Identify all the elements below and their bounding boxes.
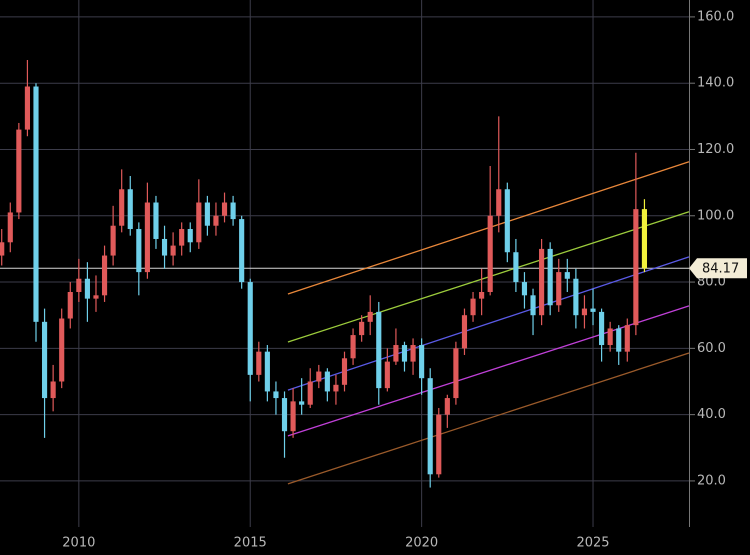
candle-body (0, 242, 5, 256)
x-tick-label: 2025 (576, 536, 609, 551)
candle-body (367, 311, 373, 322)
candle-body (213, 215, 219, 226)
candle-body (153, 202, 159, 239)
candle-body (247, 282, 253, 375)
candle-body (376, 311, 382, 389)
candle-body (67, 292, 73, 319)
candle-body (393, 345, 399, 362)
candle-body (119, 189, 125, 226)
candle-body (307, 381, 313, 405)
candle-body (324, 371, 330, 392)
candle-body (281, 398, 288, 432)
y-tick-label: 140.0 (697, 76, 734, 91)
price-tag-label: 84.17 (702, 262, 739, 277)
candle-body (333, 384, 339, 392)
candle-body (264, 351, 270, 392)
candle-body (350, 335, 356, 359)
candle-body (410, 345, 416, 362)
candle-body (539, 248, 545, 316)
candle-body (384, 361, 390, 389)
channel-line (287, 256, 690, 391)
candle-body (170, 245, 176, 256)
candle-body (530, 295, 536, 316)
candle-body (521, 282, 528, 296)
candle-body (599, 311, 605, 346)
candle-body (427, 378, 433, 475)
candle-body (187, 229, 193, 243)
candle-body (33, 86, 39, 322)
candle-body (496, 189, 502, 216)
candle-body (161, 238, 168, 256)
candle-body (504, 189, 510, 253)
candle-body (401, 345, 408, 362)
candle-body (556, 272, 562, 306)
candle-body (461, 315, 468, 349)
candle-body (221, 202, 228, 216)
candle-body (84, 278, 90, 299)
candle-body (453, 348, 459, 399)
candle-body (590, 308, 596, 312)
candle-body (256, 351, 262, 375)
candle-body (487, 215, 493, 293)
candle-body (7, 212, 13, 243)
candle-body (513, 252, 519, 283)
y-tick-label: 20.0 (697, 473, 726, 488)
price-tag (689, 258, 747, 279)
channel-line (287, 352, 690, 485)
candle-body (41, 321, 48, 399)
candle-body (299, 401, 305, 405)
channel-line (287, 305, 690, 437)
y-tick-label: 100.0 (697, 208, 734, 223)
candle-body (179, 229, 185, 246)
candle-body (436, 414, 442, 475)
candle-body (444, 398, 450, 415)
candle-body (144, 202, 150, 273)
candle-body (196, 202, 202, 243)
candle-body (93, 295, 99, 299)
candle-body (633, 209, 639, 326)
candle-body (101, 255, 108, 296)
candle-body (470, 298, 476, 316)
candle-body (616, 328, 622, 352)
candle-body (341, 358, 348, 385)
y-tick-label: 160.0 (697, 9, 734, 24)
candle-body (290, 401, 296, 432)
candle-body (573, 278, 579, 316)
y-tick-label: 120.0 (697, 142, 734, 157)
candle-body (581, 308, 588, 316)
candle-body (204, 202, 210, 226)
y-tick-label: 40.0 (697, 407, 726, 422)
candle-body (59, 318, 65, 382)
candle-body (50, 381, 56, 399)
candle-body (419, 345, 425, 379)
candle-body (110, 225, 116, 256)
candle-body (479, 292, 485, 299)
x-tick-label: 2020 (405, 536, 438, 551)
candle-body (76, 278, 82, 293)
candle-body (607, 328, 613, 346)
candle-body (230, 202, 236, 220)
candle-body (624, 325, 630, 352)
x-tick-label: 2015 (234, 536, 267, 551)
candle-body (564, 272, 570, 279)
candle-body (641, 209, 648, 269)
candle-body (24, 86, 30, 130)
candle-body (316, 371, 322, 382)
candle-body (359, 321, 365, 336)
candle-body (136, 229, 142, 273)
candle-body (239, 219, 245, 283)
x-tick-label: 2010 (62, 536, 95, 551)
candle-body (273, 391, 279, 399)
y-tick-label: 80.0 (697, 275, 726, 290)
y-tick-label: 60.0 (697, 341, 726, 356)
candle-body (16, 129, 22, 213)
candle-body (127, 189, 133, 230)
candle-body (547, 248, 553, 306)
